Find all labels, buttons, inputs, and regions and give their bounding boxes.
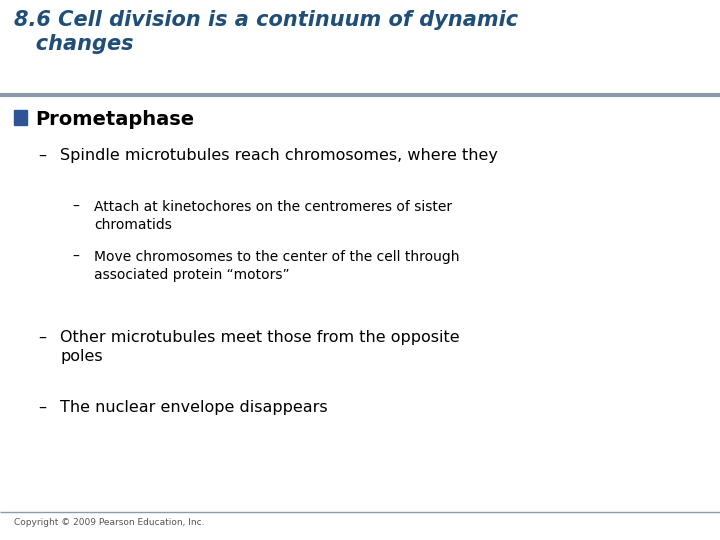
Text: 8.6 Cell division is a continuum of dynamic
   changes: 8.6 Cell division is a continuum of dyna… [14, 10, 518, 54]
Text: Prometaphase: Prometaphase [35, 110, 194, 129]
Text: Move chromosomes to the center of the cell through
associated protein “motors”: Move chromosomes to the center of the ce… [94, 250, 459, 282]
Text: The nuclear envelope disappears: The nuclear envelope disappears [60, 400, 328, 415]
Text: Copyright © 2009 Pearson Education, Inc.: Copyright © 2009 Pearson Education, Inc. [14, 518, 204, 527]
Text: –: – [38, 400, 46, 415]
Text: Other microtubules meet those from the opposite
poles: Other microtubules meet those from the o… [60, 330, 459, 364]
Text: Attach at kinetochores on the centromeres of sister
chromatids: Attach at kinetochores on the centromere… [94, 200, 452, 232]
Text: Spindle microtubules reach chromosomes, where they: Spindle microtubules reach chromosomes, … [60, 148, 498, 163]
Bar [14, 110, 27, 125]
Text: –: – [72, 200, 79, 214]
Text: –: – [72, 250, 79, 264]
Text: –: – [38, 148, 46, 163]
Text: –: – [38, 330, 46, 345]
